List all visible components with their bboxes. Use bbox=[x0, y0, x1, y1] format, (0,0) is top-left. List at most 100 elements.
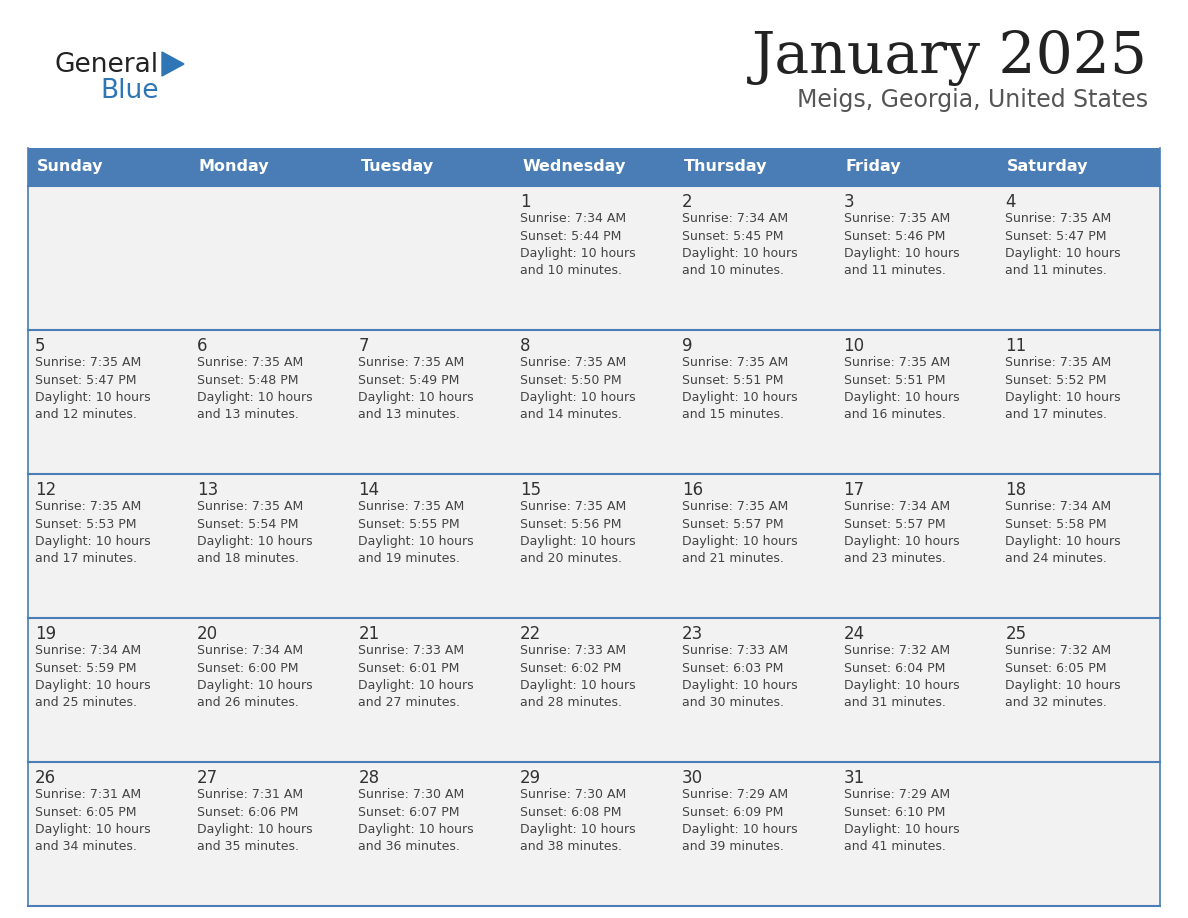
Text: Sunrise: 7:35 AM
Sunset: 5:55 PM
Daylight: 10 hours
and 19 minutes.: Sunrise: 7:35 AM Sunset: 5:55 PM Dayligh… bbox=[359, 500, 474, 565]
Text: Blue: Blue bbox=[100, 78, 158, 104]
Text: Sunrise: 7:35 AM
Sunset: 5:47 PM
Daylight: 10 hours
and 11 minutes.: Sunrise: 7:35 AM Sunset: 5:47 PM Dayligh… bbox=[1005, 212, 1121, 277]
Text: Sunrise: 7:35 AM
Sunset: 5:50 PM
Daylight: 10 hours
and 14 minutes.: Sunrise: 7:35 AM Sunset: 5:50 PM Dayligh… bbox=[520, 356, 636, 421]
Text: 14: 14 bbox=[359, 481, 379, 499]
Bar bbox=[998, 618, 1159, 762]
Text: 5: 5 bbox=[34, 337, 45, 355]
Text: Sunrise: 7:33 AM
Sunset: 6:01 PM
Daylight: 10 hours
and 27 minutes.: Sunrise: 7:33 AM Sunset: 6:01 PM Dayligh… bbox=[359, 644, 474, 710]
Text: Sunrise: 7:32 AM
Sunset: 6:04 PM
Daylight: 10 hours
and 31 minutes.: Sunrise: 7:32 AM Sunset: 6:04 PM Dayligh… bbox=[843, 644, 959, 710]
Text: 9: 9 bbox=[682, 337, 693, 355]
Text: Saturday: Saturday bbox=[1007, 160, 1088, 174]
Text: Sunrise: 7:29 AM
Sunset: 6:10 PM
Daylight: 10 hours
and 41 minutes.: Sunrise: 7:29 AM Sunset: 6:10 PM Dayligh… bbox=[843, 788, 959, 854]
Text: Sunrise: 7:35 AM
Sunset: 5:51 PM
Daylight: 10 hours
and 15 minutes.: Sunrise: 7:35 AM Sunset: 5:51 PM Dayligh… bbox=[682, 356, 797, 421]
Bar bbox=[29, 474, 190, 618]
Bar bbox=[836, 762, 998, 906]
Text: 16: 16 bbox=[682, 481, 703, 499]
Text: 21: 21 bbox=[359, 625, 380, 643]
Text: 8: 8 bbox=[520, 337, 531, 355]
Text: 20: 20 bbox=[197, 625, 217, 643]
Text: Sunrise: 7:35 AM
Sunset: 5:54 PM
Daylight: 10 hours
and 18 minutes.: Sunrise: 7:35 AM Sunset: 5:54 PM Dayligh… bbox=[197, 500, 312, 565]
Bar bbox=[29, 330, 190, 474]
Bar bbox=[190, 762, 352, 906]
Text: 6: 6 bbox=[197, 337, 207, 355]
Bar bbox=[190, 186, 352, 330]
Text: Monday: Monday bbox=[198, 160, 270, 174]
Text: Sunrise: 7:34 AM
Sunset: 6:00 PM
Daylight: 10 hours
and 26 minutes.: Sunrise: 7:34 AM Sunset: 6:00 PM Dayligh… bbox=[197, 644, 312, 710]
Text: Sunrise: 7:29 AM
Sunset: 6:09 PM
Daylight: 10 hours
and 39 minutes.: Sunrise: 7:29 AM Sunset: 6:09 PM Dayligh… bbox=[682, 788, 797, 854]
Text: Sunrise: 7:32 AM
Sunset: 6:05 PM
Daylight: 10 hours
and 32 minutes.: Sunrise: 7:32 AM Sunset: 6:05 PM Dayligh… bbox=[1005, 644, 1121, 710]
Text: January 2025: January 2025 bbox=[752, 30, 1148, 86]
Text: 31: 31 bbox=[843, 769, 865, 787]
Text: 13: 13 bbox=[197, 481, 217, 499]
Text: 27: 27 bbox=[197, 769, 217, 787]
Text: Sunrise: 7:31 AM
Sunset: 6:06 PM
Daylight: 10 hours
and 35 minutes.: Sunrise: 7:31 AM Sunset: 6:06 PM Dayligh… bbox=[197, 788, 312, 854]
Text: Sunrise: 7:34 AM
Sunset: 5:58 PM
Daylight: 10 hours
and 24 minutes.: Sunrise: 7:34 AM Sunset: 5:58 PM Dayligh… bbox=[1005, 500, 1121, 565]
Bar bbox=[513, 474, 675, 618]
Text: Thursday: Thursday bbox=[684, 160, 767, 174]
Bar bbox=[190, 474, 352, 618]
Text: Sunrise: 7:33 AM
Sunset: 6:03 PM
Daylight: 10 hours
and 30 minutes.: Sunrise: 7:33 AM Sunset: 6:03 PM Dayligh… bbox=[682, 644, 797, 710]
Bar bbox=[836, 474, 998, 618]
Bar bbox=[29, 148, 1159, 186]
Text: 15: 15 bbox=[520, 481, 542, 499]
Bar bbox=[998, 762, 1159, 906]
Text: Sunrise: 7:30 AM
Sunset: 6:08 PM
Daylight: 10 hours
and 38 minutes.: Sunrise: 7:30 AM Sunset: 6:08 PM Dayligh… bbox=[520, 788, 636, 854]
Text: 18: 18 bbox=[1005, 481, 1026, 499]
Bar bbox=[352, 474, 513, 618]
Text: 11: 11 bbox=[1005, 337, 1026, 355]
Text: Sunday: Sunday bbox=[37, 160, 103, 174]
Text: Wednesday: Wednesday bbox=[523, 160, 626, 174]
Text: 24: 24 bbox=[843, 625, 865, 643]
Bar bbox=[29, 186, 190, 330]
Text: Sunrise: 7:35 AM
Sunset: 5:47 PM
Daylight: 10 hours
and 12 minutes.: Sunrise: 7:35 AM Sunset: 5:47 PM Dayligh… bbox=[34, 356, 151, 421]
Bar bbox=[998, 330, 1159, 474]
Bar bbox=[190, 330, 352, 474]
Bar bbox=[836, 330, 998, 474]
Bar bbox=[836, 618, 998, 762]
Text: Meigs, Georgia, United States: Meigs, Georgia, United States bbox=[797, 88, 1148, 112]
Bar bbox=[998, 474, 1159, 618]
Bar bbox=[352, 186, 513, 330]
Text: Tuesday: Tuesday bbox=[360, 160, 434, 174]
Bar bbox=[29, 618, 190, 762]
Text: 4: 4 bbox=[1005, 193, 1016, 211]
Bar bbox=[675, 330, 836, 474]
Text: 10: 10 bbox=[843, 337, 865, 355]
Bar bbox=[836, 186, 998, 330]
Text: General: General bbox=[55, 52, 159, 78]
Text: 2: 2 bbox=[682, 193, 693, 211]
Text: Sunrise: 7:35 AM
Sunset: 5:52 PM
Daylight: 10 hours
and 17 minutes.: Sunrise: 7:35 AM Sunset: 5:52 PM Dayligh… bbox=[1005, 356, 1121, 421]
Bar bbox=[352, 330, 513, 474]
Text: Sunrise: 7:35 AM
Sunset: 5:49 PM
Daylight: 10 hours
and 13 minutes.: Sunrise: 7:35 AM Sunset: 5:49 PM Dayligh… bbox=[359, 356, 474, 421]
Text: 19: 19 bbox=[34, 625, 56, 643]
Text: 23: 23 bbox=[682, 625, 703, 643]
Bar bbox=[513, 762, 675, 906]
Bar bbox=[675, 186, 836, 330]
Text: 17: 17 bbox=[843, 481, 865, 499]
Text: 25: 25 bbox=[1005, 625, 1026, 643]
Bar bbox=[513, 618, 675, 762]
Text: 12: 12 bbox=[34, 481, 56, 499]
Text: Sunrise: 7:30 AM
Sunset: 6:07 PM
Daylight: 10 hours
and 36 minutes.: Sunrise: 7:30 AM Sunset: 6:07 PM Dayligh… bbox=[359, 788, 474, 854]
Text: 28: 28 bbox=[359, 769, 379, 787]
Text: Sunrise: 7:35 AM
Sunset: 5:53 PM
Daylight: 10 hours
and 17 minutes.: Sunrise: 7:35 AM Sunset: 5:53 PM Dayligh… bbox=[34, 500, 151, 565]
Bar bbox=[352, 762, 513, 906]
Bar bbox=[513, 330, 675, 474]
Bar bbox=[675, 474, 836, 618]
Bar bbox=[513, 186, 675, 330]
Text: Sunrise: 7:35 AM
Sunset: 5:48 PM
Daylight: 10 hours
and 13 minutes.: Sunrise: 7:35 AM Sunset: 5:48 PM Dayligh… bbox=[197, 356, 312, 421]
Text: 29: 29 bbox=[520, 769, 542, 787]
Text: Sunrise: 7:34 AM
Sunset: 5:44 PM
Daylight: 10 hours
and 10 minutes.: Sunrise: 7:34 AM Sunset: 5:44 PM Dayligh… bbox=[520, 212, 636, 277]
Text: 22: 22 bbox=[520, 625, 542, 643]
Text: Sunrise: 7:34 AM
Sunset: 5:45 PM
Daylight: 10 hours
and 10 minutes.: Sunrise: 7:34 AM Sunset: 5:45 PM Dayligh… bbox=[682, 212, 797, 277]
Bar bbox=[29, 762, 190, 906]
Bar bbox=[998, 186, 1159, 330]
Bar bbox=[190, 618, 352, 762]
Bar bbox=[352, 618, 513, 762]
Bar bbox=[675, 618, 836, 762]
Text: Friday: Friday bbox=[846, 160, 902, 174]
Text: Sunrise: 7:34 AM
Sunset: 5:59 PM
Daylight: 10 hours
and 25 minutes.: Sunrise: 7:34 AM Sunset: 5:59 PM Dayligh… bbox=[34, 644, 151, 710]
Text: Sunrise: 7:35 AM
Sunset: 5:57 PM
Daylight: 10 hours
and 21 minutes.: Sunrise: 7:35 AM Sunset: 5:57 PM Dayligh… bbox=[682, 500, 797, 565]
Text: 3: 3 bbox=[843, 193, 854, 211]
Text: Sunrise: 7:35 AM
Sunset: 5:46 PM
Daylight: 10 hours
and 11 minutes.: Sunrise: 7:35 AM Sunset: 5:46 PM Dayligh… bbox=[843, 212, 959, 277]
Text: 1: 1 bbox=[520, 193, 531, 211]
